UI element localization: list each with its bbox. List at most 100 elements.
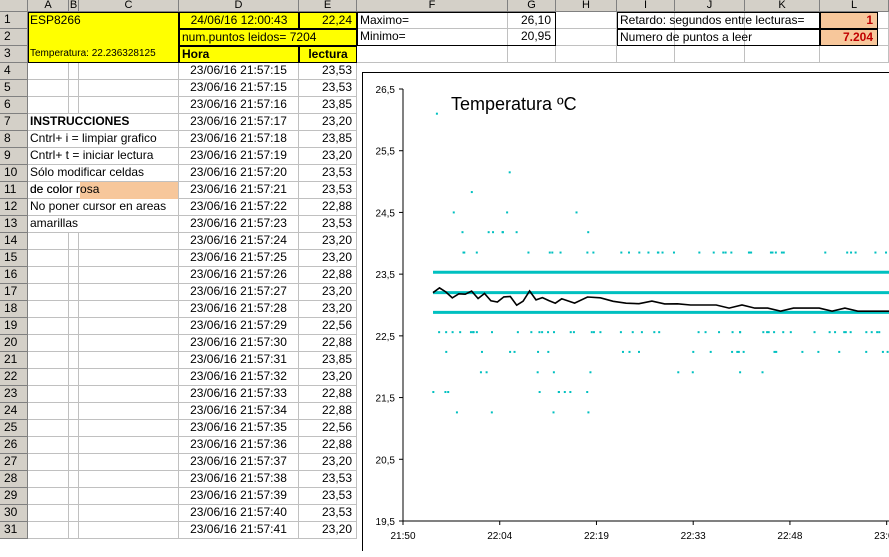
grid-cell[interactable] (69, 250, 79, 267)
grid-cell[interactable] (617, 46, 675, 63)
grid-cell[interactable] (28, 437, 69, 454)
grid-cell[interactable] (28, 63, 69, 80)
row-header-26[interactable]: 26 (0, 437, 28, 454)
grid-cell[interactable] (79, 352, 179, 369)
column-header-a[interactable]: A (28, 0, 69, 12)
grid-cell[interactable] (820, 46, 889, 63)
row-header-13[interactable]: 13 (0, 216, 28, 233)
grid-cell[interactable] (79, 301, 179, 318)
grid-cell[interactable] (79, 522, 179, 539)
row-header-28[interactable]: 28 (0, 471, 28, 488)
column-header-b[interactable]: B (69, 0, 79, 12)
row-header-11[interactable]: 11 (0, 182, 28, 199)
grid-cell[interactable] (28, 250, 69, 267)
grid-cell[interactable] (28, 267, 69, 284)
row-header-18[interactable]: 18 (0, 301, 28, 318)
column-header-j[interactable]: J (675, 0, 745, 12)
grid-cell[interactable] (69, 420, 79, 437)
column-header-h[interactable]: H (556, 0, 617, 12)
grid-cell[interactable] (28, 522, 69, 539)
row-header-24[interactable]: 24 (0, 403, 28, 420)
grid-cell[interactable] (79, 369, 179, 386)
grid-cell[interactable] (69, 454, 79, 471)
row-header-17[interactable]: 17 (0, 284, 28, 301)
row-header-25[interactable]: 25 (0, 420, 28, 437)
grid-cell[interactable] (69, 233, 79, 250)
row-header-4[interactable]: 4 (0, 63, 28, 80)
grid-cell[interactable] (79, 488, 179, 505)
grid-cell[interactable] (79, 420, 179, 437)
grid-cell[interactable] (69, 369, 79, 386)
grid-cell[interactable] (69, 352, 79, 369)
grid-cell[interactable] (675, 46, 745, 63)
grid-cell[interactable] (69, 488, 79, 505)
column-header-g[interactable]: G (508, 0, 556, 12)
grid-cell[interactable] (357, 12, 508, 29)
column-header-e[interactable]: E (299, 0, 357, 12)
grid-cell[interactable] (69, 301, 79, 318)
row-header-5[interactable]: 5 (0, 80, 28, 97)
row-header-16[interactable]: 16 (0, 267, 28, 284)
grid-cell[interactable] (69, 97, 79, 114)
grid-cell[interactable] (28, 386, 69, 403)
grid-cell[interactable] (79, 386, 179, 403)
grid-cell[interactable] (79, 63, 179, 80)
grid-cell[interactable] (69, 284, 79, 301)
grid-cell[interactable] (69, 80, 79, 97)
grid-cell[interactable] (28, 335, 69, 352)
grid-cell[interactable] (79, 97, 179, 114)
row-header-9[interactable]: 9 (0, 148, 28, 165)
grid-cell[interactable] (28, 97, 69, 114)
grid-cell[interactable] (28, 454, 69, 471)
row-header-8[interactable]: 8 (0, 131, 28, 148)
row-header-31[interactable]: 31 (0, 522, 28, 539)
grid-cell[interactable] (69, 505, 79, 522)
grid-cell[interactable] (69, 318, 79, 335)
grid-cell[interactable] (28, 471, 69, 488)
grid-cell[interactable] (28, 403, 69, 420)
grid-cell[interactable] (79, 403, 179, 420)
points-input[interactable]: 7.204 (820, 29, 878, 46)
grid-cell[interactable] (69, 403, 79, 420)
column-header-i[interactable]: I (617, 0, 675, 12)
grid-cell[interactable] (79, 437, 179, 454)
grid-cell[interactable] (79, 471, 179, 488)
grid-cell[interactable] (79, 284, 179, 301)
grid-cell[interactable] (69, 437, 79, 454)
column-header-k[interactable]: K (745, 0, 820, 12)
grid-cell[interactable] (79, 80, 179, 97)
grid-cell[interactable] (28, 284, 69, 301)
row-header-7[interactable]: 7 (0, 114, 28, 131)
grid-cell[interactable] (556, 46, 617, 63)
grid-cell[interactable] (28, 233, 69, 250)
grid-cell[interactable] (69, 267, 79, 284)
grid-cell[interactable] (556, 12, 617, 29)
column-header-d[interactable]: D (179, 0, 299, 12)
grid-cell[interactable] (69, 522, 79, 539)
column-header-c[interactable]: C (79, 0, 179, 12)
grid-cell[interactable] (28, 352, 69, 369)
grid-cell[interactable] (79, 505, 179, 522)
row-header-30[interactable]: 30 (0, 505, 28, 522)
grid-cell[interactable] (79, 233, 179, 250)
grid-cell[interactable] (79, 318, 179, 335)
grid-cell[interactable] (28, 301, 69, 318)
column-header-f[interactable]: F (357, 0, 508, 12)
grid-cell[interactable] (357, 46, 508, 63)
grid-cell[interactable] (28, 318, 69, 335)
grid-cell[interactable] (745, 46, 820, 63)
grid-cell[interactable] (28, 488, 69, 505)
row-header-2[interactable]: 2 (0, 29, 28, 46)
row-header-6[interactable]: 6 (0, 97, 28, 114)
grid-cell[interactable] (79, 335, 179, 352)
grid-cell[interactable] (69, 386, 79, 403)
grid-cell[interactable] (28, 369, 69, 386)
grid-cell[interactable] (508, 46, 556, 63)
grid-cell[interactable] (69, 63, 79, 80)
grid-cell[interactable] (69, 335, 79, 352)
row-header-23[interactable]: 23 (0, 386, 28, 403)
row-header-15[interactable]: 15 (0, 250, 28, 267)
row-header-21[interactable]: 21 (0, 352, 28, 369)
row-header-1[interactable]: 1 (0, 12, 28, 29)
delay-input[interactable]: 1 (820, 12, 878, 29)
